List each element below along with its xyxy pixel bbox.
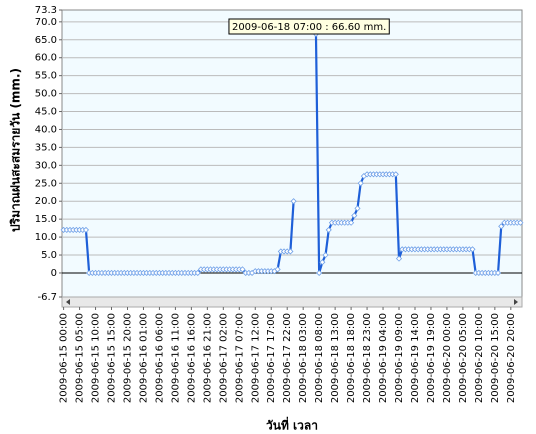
- data-point: [194, 269, 201, 277]
- x-tick-label: 2009-06-17 17:00: [266, 313, 277, 403]
- y-tick-label: 30.0: [35, 160, 57, 171]
- x-tick-label: 2009-06-16 21:00: [202, 313, 213, 403]
- x-tick-label: 2009-06-16 16:00: [186, 313, 197, 403]
- x-tick-label: 2009-06-15 15:00: [107, 313, 118, 403]
- x-tick-label: 2009-06-20 20:00: [506, 313, 517, 403]
- x-tick-label: 2009-06-15 10:00: [91, 313, 102, 403]
- x-tick-label: 2009-06-19 19:00: [426, 313, 437, 403]
- x-tick-label: 2009-06-20 00:00: [442, 313, 453, 403]
- y-tick-label: 45.0: [35, 107, 57, 118]
- scroll-right[interactable]: [514, 299, 518, 305]
- x-axis-title: วันที่ เวลา: [266, 417, 318, 433]
- y-tick-label: 55.0: [35, 71, 57, 82]
- data-point: [517, 219, 524, 226]
- y-tick-label: 25.0: [35, 178, 57, 189]
- data-point: [325, 226, 332, 233]
- x-tick-label: 2009-06-16 06:00: [154, 313, 165, 403]
- x-tick-label: 2009-06-16 01:00: [138, 313, 149, 403]
- y-tick-label: 70.0: [35, 17, 57, 28]
- x-tick-label: 2009-06-20 05:00: [458, 313, 469, 403]
- y-tick-label: 50.0: [35, 89, 57, 100]
- x-tick-label: 2009-06-15 20:00: [122, 313, 133, 403]
- y-tick-label: 73.3: [35, 5, 57, 16]
- scroll-left[interactable]: [66, 299, 70, 305]
- data-point: [322, 251, 329, 259]
- data-point: [392, 171, 399, 178]
- x-tick-label: 2009-06-16 11:00: [170, 313, 181, 403]
- data-point: [82, 226, 90, 233]
- data-point: [498, 223, 505, 230]
- y-axis-title: ปริมาณฝนสะสมรายวัน (mm.): [9, 68, 23, 232]
- x-tick-label: 2009-06-18 18:00: [346, 313, 357, 403]
- x-tick-label: 2009-06-19 14:00: [410, 313, 421, 403]
- x-tick-label: 2009-06-17 07:00: [234, 313, 245, 403]
- y-tick-label: 60.0: [35, 53, 57, 64]
- x-tick-label: 2009-06-19 04:00: [378, 313, 389, 403]
- scrollbar[interactable]: [61, 296, 523, 308]
- data-point: [351, 212, 358, 219]
- x-tick-label: 2009-06-15 05:00: [75, 313, 86, 403]
- x-tick-label: 2009-06-17 02:00: [218, 313, 229, 403]
- x-tick-label: 2009-06-17 12:00: [250, 313, 261, 403]
- y-tick-label: -6.7: [37, 292, 57, 303]
- y-tick-label: 35.0: [35, 142, 57, 153]
- data-point: [239, 266, 246, 273]
- x-tick-label: 2009-06-18 03:00: [298, 313, 309, 403]
- y-tick-label: 65.0: [35, 35, 57, 46]
- data-point: [319, 259, 326, 266]
- data-point: [287, 248, 294, 255]
- data-point: [469, 246, 476, 253]
- plot-area: [61, 9, 523, 298]
- x-tick-label: 2009-06-18 08:00: [314, 313, 325, 403]
- x-tick-label: 2009-06-20 15:00: [490, 313, 501, 403]
- y-tick-label: 40.0: [35, 124, 57, 135]
- data-point: [290, 198, 297, 205]
- tooltip-text: 2009-06-18 07:00 : 66.60 mm.: [232, 22, 386, 33]
- data-point: [316, 269, 323, 277]
- y-tick-label: 20.0: [35, 196, 57, 207]
- data-point: [494, 269, 502, 277]
- y-tick-label: 10.0: [35, 232, 57, 243]
- y-tick-label: 15.0: [35, 214, 57, 225]
- scrollbar-track[interactable]: [61, 296, 523, 308]
- x-tick-label: 2009-06-17 22:00: [282, 313, 293, 403]
- x-tick-label: 2009-06-20 10:00: [474, 313, 485, 403]
- x-tick-label: 2009-06-19 09:00: [394, 313, 405, 403]
- data-point: [395, 255, 403, 262]
- x-tick-label: 2009-06-18 13:00: [330, 313, 341, 403]
- y-tick-label: 5.0: [41, 250, 57, 261]
- x-tick-label: 2009-06-15 00:00: [59, 313, 70, 403]
- data-point: [274, 266, 281, 273]
- y-tick-label: 0: [51, 268, 57, 279]
- data-point: [357, 180, 364, 187]
- data-point: [348, 219, 355, 226]
- tooltip: [228, 18, 390, 35]
- data-point: [354, 205, 361, 212]
- x-tick-label: 2009-06-18 23:00: [362, 313, 373, 403]
